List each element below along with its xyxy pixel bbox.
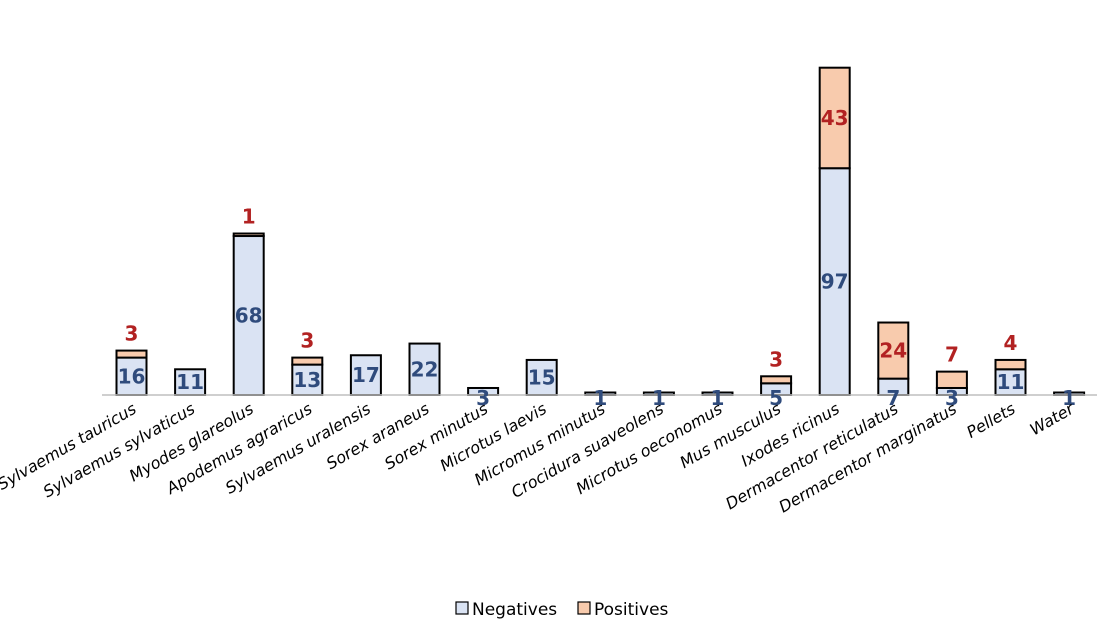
bar-negatives bbox=[291, 363, 324, 397]
legend: Negatives Positives bbox=[455, 600, 669, 620]
value-label-positives: 1 bbox=[242, 205, 256, 229]
value-label-negatives: 1 bbox=[593, 386, 607, 410]
category-label: Pellets bbox=[963, 399, 1018, 442]
value-label-positives: 43 bbox=[821, 106, 849, 130]
bar-positives bbox=[115, 349, 148, 359]
value-label-negatives: 5 bbox=[769, 386, 783, 410]
bar-positives bbox=[291, 356, 324, 366]
value-label-positives: 3 bbox=[300, 329, 314, 353]
bar-negatives bbox=[408, 342, 441, 397]
value-label-negatives: 16 bbox=[118, 364, 146, 388]
value-label-positives: 24 bbox=[879, 339, 907, 363]
value-label-negatives: 15 bbox=[528, 365, 556, 389]
bar-positives bbox=[818, 66, 851, 170]
value-label-negatives: 11 bbox=[176, 370, 204, 394]
bar-negatives bbox=[818, 167, 851, 396]
legend-swatch-negatives bbox=[455, 601, 469, 615]
value-label-negatives: 13 bbox=[293, 368, 321, 392]
value-label-negatives: 1 bbox=[711, 386, 725, 410]
value-label-negatives: 11 bbox=[997, 370, 1025, 394]
bar-positives bbox=[994, 358, 1027, 371]
legend-label-negatives: Negatives bbox=[472, 600, 557, 620]
bars-layer bbox=[115, 66, 1086, 397]
value-label-negatives: 7 bbox=[886, 386, 900, 410]
value-label-positives: 3 bbox=[769, 347, 783, 371]
value-label-negatives: 68 bbox=[235, 304, 263, 328]
value-label-negatives: 1 bbox=[652, 386, 666, 410]
bar-positives bbox=[232, 232, 265, 238]
value-label-negatives: 17 bbox=[352, 363, 380, 387]
bar-positives bbox=[760, 375, 793, 385]
bar-positives bbox=[935, 370, 968, 389]
value-label-positives: 4 bbox=[1004, 331, 1018, 355]
value-label-positives: 7 bbox=[945, 343, 959, 367]
legend-swatch-positives bbox=[577, 601, 591, 615]
value-label-negatives: 3 bbox=[945, 386, 959, 410]
bar-positives bbox=[877, 321, 910, 380]
value-label-negatives: 3 bbox=[476, 386, 490, 410]
value-label-positives: 3 bbox=[125, 322, 139, 346]
bar-negatives bbox=[525, 358, 558, 396]
value-label-negatives: 1 bbox=[1062, 386, 1076, 410]
legend-label-positives: Positives bbox=[594, 600, 669, 620]
value-label-negatives: 97 bbox=[821, 270, 849, 294]
value-label-negatives: 22 bbox=[411, 357, 439, 381]
category-label: Water bbox=[1027, 398, 1079, 439]
